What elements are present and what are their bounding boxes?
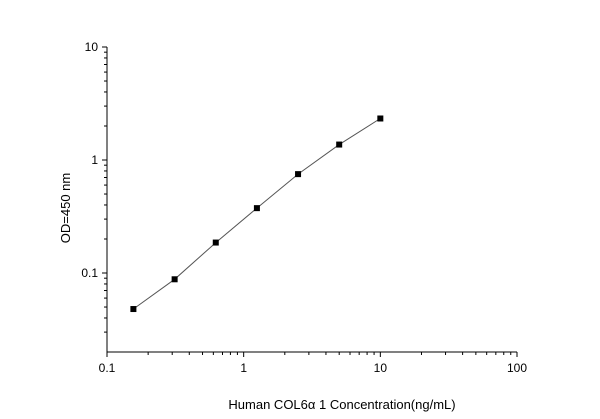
data-point: [212, 239, 219, 246]
data-point: [377, 115, 384, 122]
data-points-group: [130, 115, 384, 313]
y-tick-label: 1: [91, 153, 98, 167]
y-axis-label: OD=450 nm: [58, 173, 73, 243]
y-tick-label: 0.1: [81, 266, 98, 280]
data-point: [253, 205, 260, 212]
x-axis-label: Human COL6α 1 Concentration(ng/mL): [228, 397, 455, 412]
axes: 0.1 1 10 100 0.1 1 10: [81, 40, 527, 375]
data-point: [130, 306, 137, 313]
y-tick-label: 10: [85, 40, 99, 54]
data-point: [171, 276, 178, 283]
x-tick-label: 10: [374, 361, 388, 375]
x-tick-label: 1: [240, 361, 247, 375]
data-point: [336, 141, 343, 148]
x-tick-label: 100: [507, 361, 527, 375]
data-point: [295, 171, 302, 178]
x-tick-label: 0.1: [99, 361, 116, 375]
